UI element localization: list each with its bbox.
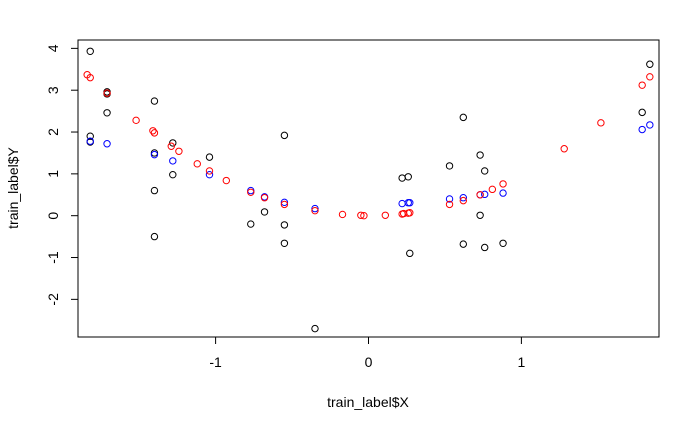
data-point [222,176,231,185]
data-point [280,200,289,209]
data-point [205,153,214,161]
data-point [476,211,484,219]
data-point [150,97,159,105]
data-point [280,239,289,247]
data-point [481,167,489,175]
y-tick-label: 1 [45,170,61,178]
data-point [476,191,484,199]
data-point [280,221,289,229]
data-point [205,170,214,179]
data-point [638,125,646,134]
x-tick-label: 0 [365,354,373,370]
data-point [150,129,159,137]
x-axis-title: train_label$X [327,394,409,410]
x-axis: -1 0 1 [209,336,525,370]
data-point [459,113,467,122]
y-axis: -2 -1 0 1 2 3 4 [45,44,79,306]
data-point [638,81,646,89]
y-tick-label: 3 [45,86,61,94]
data-point [381,211,390,219]
data-point [597,119,605,127]
data-point [488,185,497,194]
data-point [560,145,568,153]
data-point [169,170,177,179]
y-tick-label: 4 [45,44,61,52]
y-axis-title: train_label$Y [5,146,21,228]
y-tick-label: -1 [45,251,61,264]
data-point [247,188,255,196]
data-point [169,139,177,147]
plot-frame [77,39,660,338]
data-point [103,89,111,97]
data-point [167,142,175,150]
data-point [646,121,654,129]
data-point [311,204,319,213]
data-point [646,73,654,81]
data-point [280,198,289,207]
data-point [445,200,454,209]
data-point [149,127,157,135]
data-point [150,150,159,159]
data-point [260,208,269,216]
data-point [459,196,467,205]
data-point [646,60,654,68]
data-point [406,249,414,258]
data-point [499,180,507,188]
data-point [499,239,507,247]
data-points [83,47,654,333]
data-point [132,116,140,125]
data-point [260,194,269,202]
data-point [103,140,111,148]
data-point [86,137,94,145]
data-point [398,199,406,208]
data-point [150,232,159,241]
data-point [481,190,489,199]
data-point [357,211,365,219]
data-point [404,173,412,181]
data-point [406,209,414,217]
data-point [338,210,347,219]
y-tick-label: 0 [45,212,61,220]
data-point [459,194,467,202]
data-point [311,206,319,215]
x-tick-label: 1 [517,354,525,370]
data-point [445,195,454,203]
data-point [481,243,489,252]
data-point [169,157,177,165]
data-point [103,109,111,117]
data-point [86,73,94,82]
data-point [311,324,319,333]
data-point [445,162,454,170]
data-point [638,108,646,117]
data-point [175,147,183,155]
data-point [193,160,201,168]
data-point [499,189,507,197]
data-point [247,220,255,228]
data-point [406,199,414,207]
data-point [398,174,406,182]
data-point [150,186,159,195]
data-point [86,47,94,55]
y-tick-label: -2 [45,293,61,306]
data-point [360,211,368,220]
data-point [476,151,484,159]
data-point [280,131,289,140]
x-tick-label: -1 [209,354,222,370]
data-point [86,132,94,140]
data-point [205,167,214,175]
data-point [459,240,467,248]
y-tick-label: 2 [45,128,61,136]
